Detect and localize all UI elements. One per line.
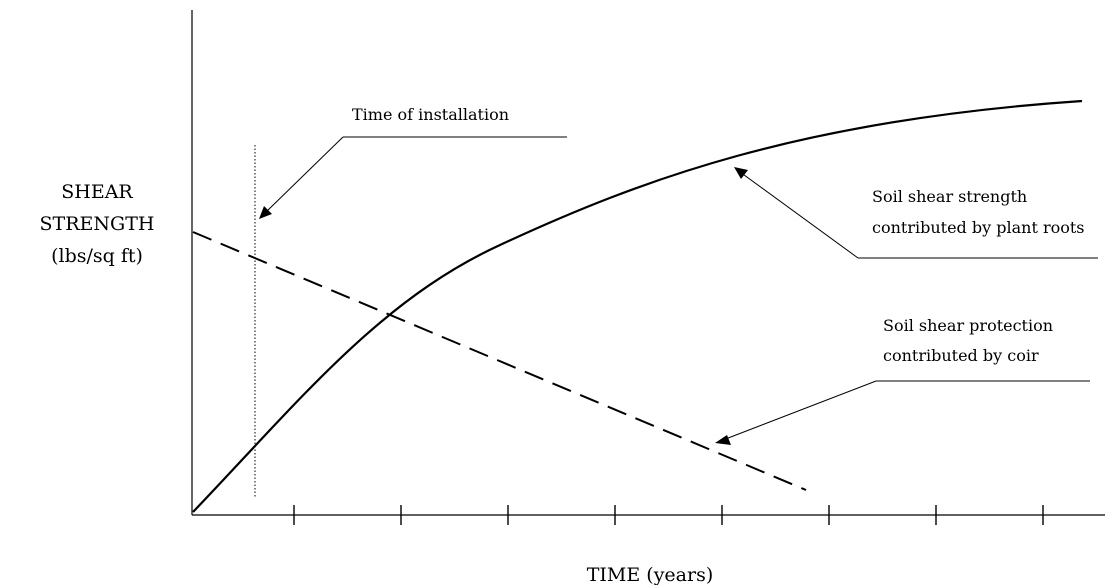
coir-label-line1: Soil shear protection: [883, 316, 1053, 335]
y-axis-label-line3: (lbs/sq ft): [51, 245, 143, 267]
roots-label-line1: Soil shear strength: [872, 187, 1027, 206]
x-axis-label: TIME (years): [587, 564, 714, 585]
x-axis-ticks: [293, 505, 1044, 525]
coir-arrowhead: [715, 435, 731, 445]
installation-arrowhead: [259, 206, 272, 219]
y-axis-label-line1: SHEAR: [61, 181, 133, 203]
installation-label: Time of installation: [352, 105, 509, 124]
coir-curve: [192, 231, 807, 491]
coir-leader-line: [722, 380, 877, 441]
coir-label-line2: contributed by coir: [883, 346, 1039, 365]
plant-roots-curve: [192, 99, 1083, 513]
roots-label-line2: contributed by plant roots: [872, 218, 1085, 237]
installation-leader-line: [265, 136, 344, 213]
roots-arrowhead: [734, 167, 748, 179]
y-axis-label-line2: STRENGTH: [40, 213, 155, 235]
roots-leader-line: [739, 171, 859, 259]
